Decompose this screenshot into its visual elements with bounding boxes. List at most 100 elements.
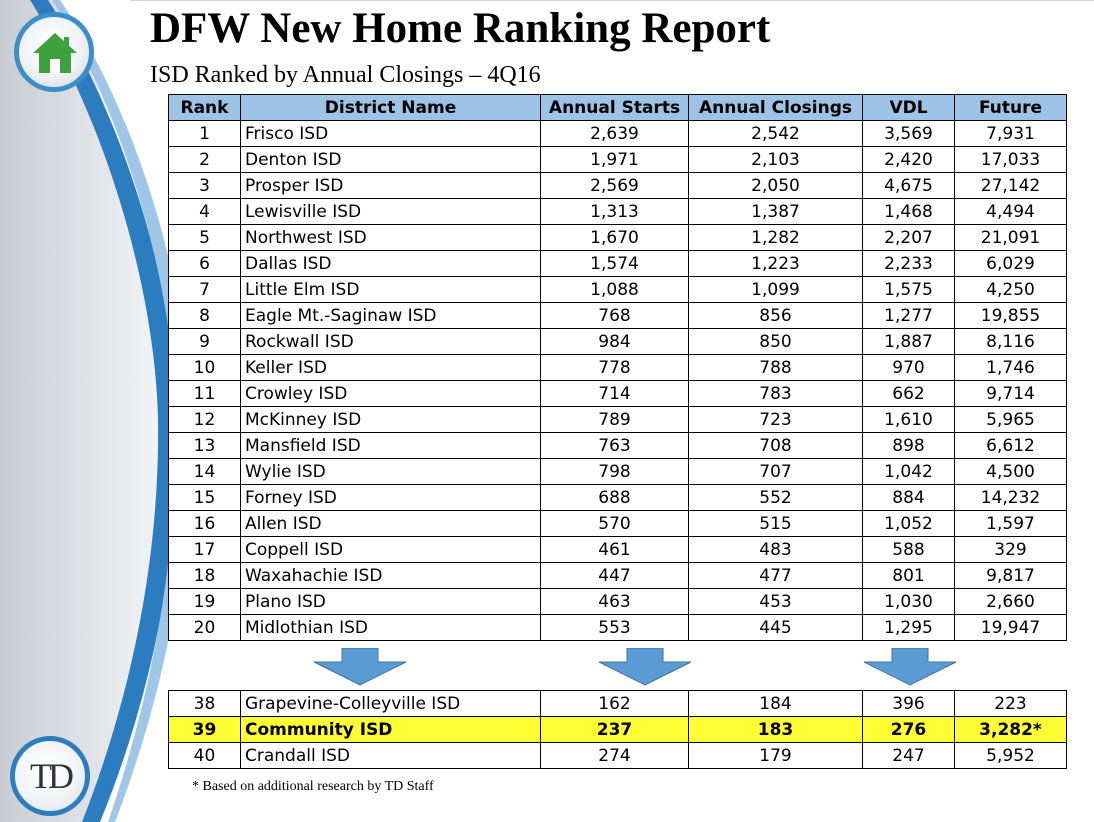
cell-future: 2,660 (954, 588, 1067, 615)
cell-annual-closings: 183 (688, 716, 863, 743)
cell-district-name: Mansfield ISD (240, 432, 541, 459)
table-row: 3 Prosper ISD 2,569 2,050 4,675 27,142 (168, 172, 1067, 199)
down-arrow-icon (313, 648, 407, 686)
cell-future: 5,952 (954, 742, 1067, 769)
cell-vdl: 1,295 (862, 614, 955, 641)
cell-rank: 17 (168, 536, 241, 563)
table-row: 20 Midlothian ISD 553 445 1,295 19,947 (168, 614, 1067, 641)
cell-vdl: 4,675 (862, 172, 955, 199)
cell-future: 6,029 (954, 250, 1067, 277)
cell-vdl: 1,277 (862, 302, 955, 329)
cell-rank: 10 (168, 354, 241, 381)
house-logo-badge (14, 12, 94, 92)
cell-annual-closings: 453 (688, 588, 863, 615)
td-logo-text: TD (30, 756, 74, 796)
cell-annual-closings: 2,542 (688, 120, 863, 147)
footnote: * Based on additional research by TD Sta… (192, 779, 434, 794)
cell-future: 14,232 (954, 484, 1067, 511)
cell-future: 19,947 (954, 614, 1067, 641)
table-row: 17 Coppell ISD 461 483 588 329 (168, 536, 1067, 563)
ranking-table-lower: 38 Grapevine-Colleyville ISD 162 184 396 223 3… (168, 690, 1067, 769)
cell-rank: 20 (168, 614, 241, 641)
cell-future: 19,855 (954, 302, 1067, 329)
cell-future: 4,250 (954, 276, 1067, 303)
table-row: 16 Allen ISD 570 515 1,052 1,597 (168, 510, 1067, 537)
cell-rank: 6 (168, 250, 241, 277)
cell-future: 7,931 (954, 120, 1067, 147)
table-row: 12 McKinney ISD 789 723 1,610 5,965 (168, 406, 1067, 433)
cell-vdl: 1,575 (862, 276, 955, 303)
cell-annual-starts: 553 (540, 614, 689, 641)
table-row: 18 Waxahachie ISD 447 477 801 9,817 (168, 562, 1067, 589)
cell-future: 329 (954, 536, 1067, 563)
cell-district-name: Wylie ISD (240, 458, 541, 485)
cell-annual-closings: 1,223 (688, 250, 863, 277)
column-header-district: District Name (240, 94, 541, 121)
cell-annual-starts: 2,569 (540, 172, 689, 199)
cell-vdl: 884 (862, 484, 955, 511)
cell-annual-starts: 778 (540, 354, 689, 381)
cell-district-name: Eagle Mt.-Saginaw ISD (240, 302, 541, 329)
cell-annual-closings: 184 (688, 690, 863, 717)
cell-district-name: Allen ISD (240, 510, 541, 537)
cell-district-name: Keller ISD (240, 354, 541, 381)
table-row: 4 Lewisville ISD 1,313 1,387 1,468 4,494 (168, 198, 1067, 225)
cell-district-name: McKinney ISD (240, 406, 541, 433)
cell-future: 5,965 (954, 406, 1067, 433)
cell-annual-starts: 763 (540, 432, 689, 459)
cell-vdl: 2,420 (862, 146, 955, 173)
table-header-row: Rank District Name Annual Starts Annual … (168, 94, 1067, 121)
cell-annual-starts: 1,670 (540, 224, 689, 251)
table-row: 6 Dallas ISD 1,574 1,223 2,233 6,029 (168, 250, 1067, 277)
cell-future: 9,714 (954, 380, 1067, 407)
cell-rank: 2 (168, 146, 241, 173)
cell-annual-starts: 714 (540, 380, 689, 407)
cell-vdl: 247 (862, 742, 955, 769)
cell-annual-starts: 162 (540, 690, 689, 717)
cell-district-name: Prosper ISD (240, 172, 541, 199)
cell-annual-closings: 708 (688, 432, 863, 459)
cell-district-name: Grapevine-Colleyville ISD (240, 690, 541, 717)
cell-vdl: 1,030 (862, 588, 955, 615)
cell-rank: 39 (168, 716, 241, 743)
cell-rank: 18 (168, 562, 241, 589)
cell-annual-closings: 445 (688, 614, 863, 641)
table-row: 7 Little Elm ISD 1,088 1,099 1,575 4,250 (168, 276, 1067, 303)
cell-annual-starts: 688 (540, 484, 689, 511)
cell-annual-closings: 850 (688, 328, 863, 355)
cell-district-name: Frisco ISD (240, 120, 541, 147)
cell-annual-starts: 768 (540, 302, 689, 329)
cell-rank: 13 (168, 432, 241, 459)
cell-annual-starts: 984 (540, 328, 689, 355)
cell-rank: 5 (168, 224, 241, 251)
cell-annual-closings: 783 (688, 380, 863, 407)
cell-annual-closings: 856 (688, 302, 863, 329)
cell-district-name: Dallas ISD (240, 250, 541, 277)
cell-annual-starts: 789 (540, 406, 689, 433)
cell-vdl: 1,042 (862, 458, 955, 485)
cell-future: 27,142 (954, 172, 1067, 199)
cell-rank: 40 (168, 742, 241, 769)
cell-future: 9,817 (954, 562, 1067, 589)
cell-rank: 16 (168, 510, 241, 537)
cell-annual-closings: 1,282 (688, 224, 863, 251)
cell-district-name: Rockwall ISD (240, 328, 541, 355)
ranking-table: Rank District Name Annual Starts Annual … (168, 94, 1067, 641)
cell-annual-closings: 723 (688, 406, 863, 433)
house-icon (33, 33, 77, 73)
table-row: 9 Rockwall ISD 984 850 1,887 8,116 (168, 328, 1067, 355)
cell-rank: 12 (168, 406, 241, 433)
column-header-vdl: VDL (862, 94, 955, 121)
cell-district-name: Crandall ISD (240, 742, 541, 769)
cell-vdl: 1,052 (862, 510, 955, 537)
cell-district-name: Coppell ISD (240, 536, 541, 563)
cell-future: 1,597 (954, 510, 1067, 537)
table-row: 5 Northwest ISD 1,670 1,282 2,207 21,091 (168, 224, 1067, 251)
cell-annual-starts: 461 (540, 536, 689, 563)
cell-annual-starts: 463 (540, 588, 689, 615)
cell-annual-closings: 515 (688, 510, 863, 537)
table-row: 14 Wylie ISD 798 707 1,042 4,500 (168, 458, 1067, 485)
table-row: 15 Forney ISD 688 552 884 14,232 (168, 484, 1067, 511)
page-title: DFW New Home Ranking Report (150, 5, 771, 52)
cell-annual-starts: 570 (540, 510, 689, 537)
